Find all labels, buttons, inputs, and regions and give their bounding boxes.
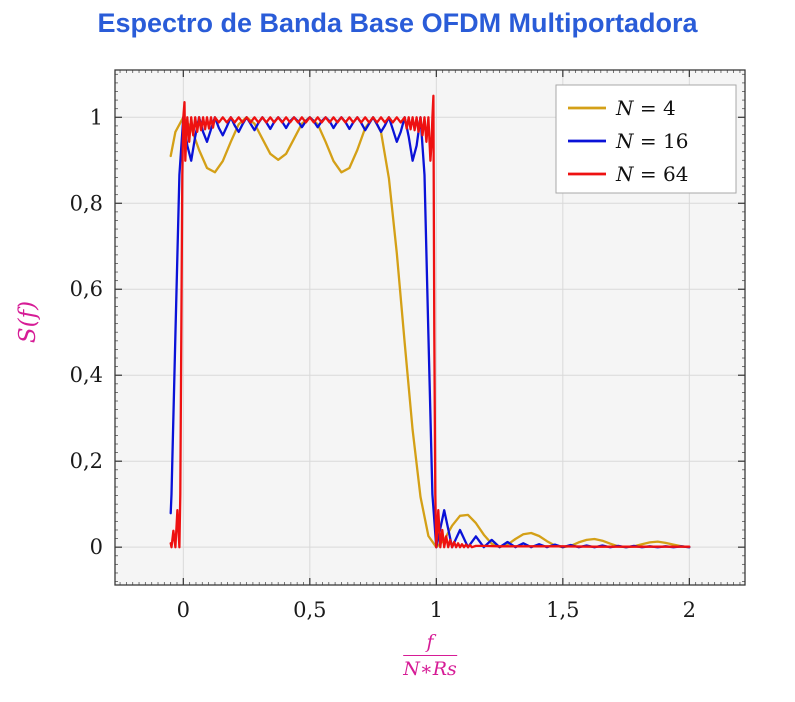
y-tick-label: 1 bbox=[90, 105, 103, 129]
x-tick-label: 0,5 bbox=[293, 598, 326, 622]
y-tick-label: 0,4 bbox=[70, 363, 103, 387]
y-tick-label: 0 bbox=[90, 535, 103, 559]
x-tick-label: 2 bbox=[683, 598, 696, 622]
axis-frame bbox=[114, 69, 746, 586]
y-tick-label: 0,6 bbox=[70, 277, 103, 301]
series-line-N=4 bbox=[169, 116, 691, 549]
x-tick-label: 1 bbox=[430, 598, 443, 622]
x-axis-label: f N∗Rs bbox=[403, 631, 457, 680]
chart-title: Espectro de Banda Base OFDM Multiportado… bbox=[97, 8, 698, 38]
y-axis-label: S(f) bbox=[15, 300, 41, 344]
series-line-N=64 bbox=[169, 94, 691, 549]
x-tick-label: 1,5 bbox=[546, 598, 579, 622]
legend-label: N = 16 bbox=[615, 129, 688, 153]
y-tick-label: 0,8 bbox=[70, 191, 103, 215]
y-tick-label: 0,2 bbox=[70, 449, 103, 473]
legend-label: N = 64 bbox=[615, 162, 688, 186]
x-axis-label-numerator: f bbox=[403, 631, 457, 656]
x-tick-label: 0 bbox=[177, 598, 190, 622]
legend-label: N = 4 bbox=[615, 96, 676, 120]
x-axis-label-denominator: N∗Rs bbox=[403, 658, 457, 680]
